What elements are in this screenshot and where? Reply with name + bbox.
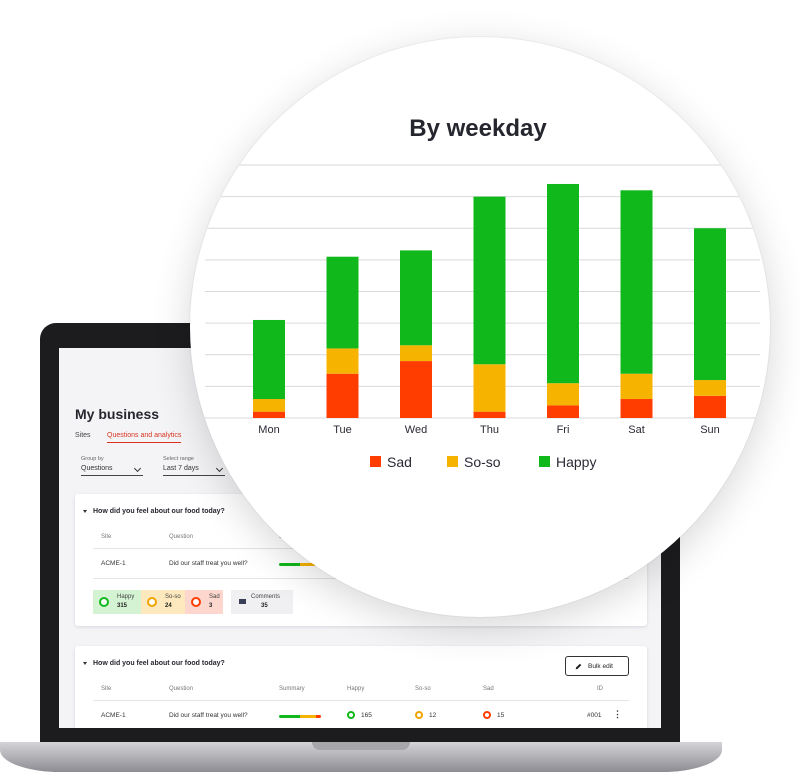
sad-face-icon: [483, 711, 491, 719]
chart-bars: [253, 183, 726, 418]
column-header-sad: Sad: [483, 686, 494, 692]
group-by-select[interactable]: Group by Questions: [81, 456, 143, 476]
pencil-icon: [575, 663, 582, 670]
legend-label-so-so: So-so: [464, 454, 501, 470]
question-title[interactable]: How did you feel about our food today?: [93, 508, 225, 515]
chart-legend: Sad So-so Happy: [370, 454, 596, 470]
range-label: Select range: [163, 456, 194, 462]
row-question: Did our staff treat you well?: [169, 712, 248, 719]
weekday-chart: Mon Tue Wed Thu Fri Sat Sun By weekday Sad So-s…: [205, 115, 760, 470]
row-question: Did our staff treat you well?: [169, 560, 248, 567]
chart-x-labels: Mon Tue Wed Thu Fri Sat Sun: [258, 424, 719, 436]
group-by-value: Questions: [81, 465, 113, 472]
bar-wed-so-so: [400, 345, 432, 362]
bar-sun-happy: [694, 228, 726, 381]
bar-fri-happy: [547, 183, 579, 384]
bar-thu-so-so: [473, 364, 506, 412]
stat-value: 315: [117, 603, 128, 609]
legend-swatch-sad: [370, 456, 381, 467]
stat-happy: Happy 315: [93, 590, 141, 614]
bar-sat-so-so: [620, 373, 653, 400]
x-tick-label: Fri: [557, 424, 570, 436]
neutral-face-icon: [147, 597, 157, 607]
happy-face-icon: [347, 711, 355, 719]
bar-sun-sad: [694, 395, 726, 418]
neutral-face-icon: [415, 711, 423, 719]
stat-label: Happy: [117, 594, 135, 600]
laptop-notch: [312, 742, 410, 750]
stat-label: Comments: [251, 594, 281, 600]
row-soso-count: 12: [429, 712, 437, 719]
legend-swatch-so-so: [447, 456, 458, 467]
group-by-label: Group by: [81, 456, 104, 462]
bar-wed-happy: [400, 250, 432, 346]
chart-title: By weekday: [409, 115, 547, 142]
bulk-edit-button[interactable]: Bulk edit: [565, 656, 629, 676]
x-tick-label: Wed: [405, 424, 427, 436]
bar-sun-so-so: [694, 380, 726, 396]
stat-label: Sad: [209, 594, 220, 600]
x-tick-label: Mon: [258, 424, 279, 436]
bar-mon-happy: [253, 319, 285, 400]
range-select[interactable]: Select range Last 7 days: [163, 456, 225, 476]
legend-label-sad: Sad: [387, 454, 412, 470]
bar-thu-sad: [473, 411, 506, 418]
stat-label: So-so: [165, 594, 181, 600]
question-card: How did you feel about our food today? B…: [75, 646, 647, 728]
column-header-happy: Happy: [347, 686, 365, 692]
x-tick-label: Sat: [628, 424, 645, 436]
bar-wed-sad: [400, 361, 432, 418]
x-tick-label: Tue: [333, 424, 352, 436]
bar-tue-sad: [326, 373, 359, 418]
question-title[interactable]: How did you feel about our food today?: [93, 660, 225, 667]
stat-soso: So-so 24: [141, 590, 185, 614]
collapse-caret-icon[interactable]: [83, 662, 87, 665]
column-header-question: Question: [169, 534, 194, 540]
row-id: #001: [587, 712, 602, 719]
bar-mon-sad: [253, 411, 285, 418]
x-tick-label: Thu: [480, 424, 499, 436]
page-title: My business: [75, 406, 160, 422]
row-site: ACME-1: [101, 712, 126, 719]
summary-bar: [279, 715, 321, 718]
bar-sat-sad: [620, 399, 653, 418]
stat-comments[interactable]: Comments 35: [231, 590, 293, 614]
stat-value: 3: [209, 603, 213, 609]
row-site: ACME-1: [101, 560, 126, 567]
stat-sad: Sad 3: [185, 590, 223, 614]
column-header-site: Site: [101, 534, 112, 540]
stat-value: 35: [261, 603, 268, 609]
tab-questions-analytics[interactable]: Questions and analytics: [107, 432, 182, 443]
x-tick-label: Sun: [700, 424, 720, 436]
row-sad-count: 15: [497, 712, 505, 719]
tab-sites[interactable]: Sites: [75, 432, 91, 439]
bar-tue-happy: [326, 256, 359, 349]
column-header-question: Question: [169, 686, 194, 692]
legend-label-happy: Happy: [556, 454, 596, 470]
sad-face-icon: [191, 597, 201, 607]
range-value: Last 7 days: [163, 465, 199, 472]
comment-icon: [239, 599, 246, 604]
bar-fri-sad: [547, 405, 579, 418]
row-happy-count: 165: [361, 712, 372, 719]
bar-tue-so-so: [326, 348, 359, 374]
column-header-site: Site: [101, 686, 112, 692]
bulk-edit-label: Bulk edit: [588, 663, 613, 670]
column-header-id: ID: [597, 686, 603, 692]
stat-value: 24: [165, 603, 172, 609]
bar-sat-happy: [620, 190, 653, 374]
more-options-icon[interactable]: ⋮: [613, 709, 622, 719]
bar-thu-happy: [473, 196, 506, 365]
bar-mon-so-so: [253, 399, 285, 412]
bar-fri-so-so: [547, 383, 579, 406]
collapse-caret-icon[interactable]: [83, 510, 87, 513]
happy-face-icon: [99, 597, 109, 607]
legend-swatch-happy: [539, 456, 550, 467]
column-header-summary: Summary: [279, 686, 305, 692]
divider: [93, 700, 629, 701]
column-header-soso: So-so: [415, 686, 431, 692]
summary-bar: [279, 563, 321, 566]
magnifier-lens: Mon Tue Wed Thu Fri Sat Sun By weekday Sad So-s…: [190, 37, 770, 617]
